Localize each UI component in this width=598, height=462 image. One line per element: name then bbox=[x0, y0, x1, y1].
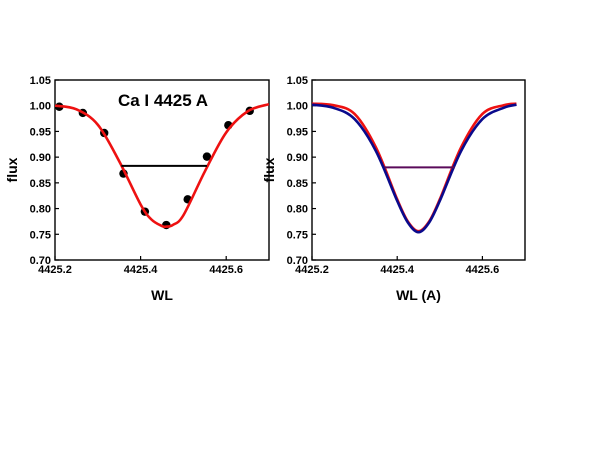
right-x-tick-label: 4425.2 bbox=[295, 264, 329, 276]
right-x-axis-label: WL (A) bbox=[396, 287, 441, 303]
right-y-tick-label: 0.75 bbox=[287, 229, 308, 241]
left-y-tick-label: 0.70 bbox=[30, 255, 51, 267]
right-data-layer bbox=[312, 102, 517, 234]
right-x-tick-label: 4425.6 bbox=[466, 264, 500, 276]
left-x-tick-label: 4425.6 bbox=[209, 264, 243, 276]
right-plot-frame bbox=[311, 79, 526, 261]
left-plot-title: Ca I 4425 A bbox=[118, 91, 208, 110]
left-y-tick-label: 0.85 bbox=[30, 178, 51, 190]
left-x-tick-label: 4425.4 bbox=[124, 264, 159, 276]
left-plot-panel: 0.70 0.75 0.80 0.85 0.90 0.95 1.00 1.05 4425.2 44… bbox=[4, 75, 270, 303]
right-y-tick-label: 1.00 bbox=[287, 101, 308, 113]
left-data-point bbox=[202, 152, 212, 161]
left-x-tick-label: 4425.2 bbox=[38, 264, 72, 276]
left-y-tick-label: 0.80 bbox=[30, 204, 51, 216]
left-x-axis-label: WL bbox=[151, 287, 173, 303]
right-y-tick-label: 0.90 bbox=[287, 152, 308, 164]
left-y-tick-label: 0.95 bbox=[30, 126, 51, 138]
left-data-layer bbox=[55, 102, 269, 230]
right-plot-panel: 0.70 0.75 0.80 0.85 0.90 0.95 1.00 1.05 4425.2 44… bbox=[261, 75, 526, 303]
right-y-tick-label: 0.70 bbox=[287, 255, 308, 267]
left-fit-curve-1 bbox=[55, 102, 269, 229]
left-plot-frame bbox=[54, 79, 270, 261]
right-y-tick-label: 0.95 bbox=[287, 126, 308, 138]
right-fit-curve-1 bbox=[312, 103, 517, 234]
right-x-tick-label: 4425.4 bbox=[380, 264, 415, 276]
left-y-tick-label: 1.05 bbox=[30, 75, 51, 87]
right-y-tick-label: 0.80 bbox=[287, 204, 308, 216]
left-y-tick-label: 0.90 bbox=[30, 152, 51, 164]
right-y-axis-label: flux bbox=[261, 157, 277, 182]
left-y-axis-label: flux bbox=[4, 157, 20, 182]
left-y-tick-label: 1.00 bbox=[30, 101, 51, 113]
right-y-tick-label: 1.05 bbox=[287, 75, 308, 87]
right-y-tick-label: 0.85 bbox=[287, 178, 308, 190]
left-y-tick-label: 0.75 bbox=[30, 229, 51, 241]
left-data-point bbox=[162, 220, 171, 230]
